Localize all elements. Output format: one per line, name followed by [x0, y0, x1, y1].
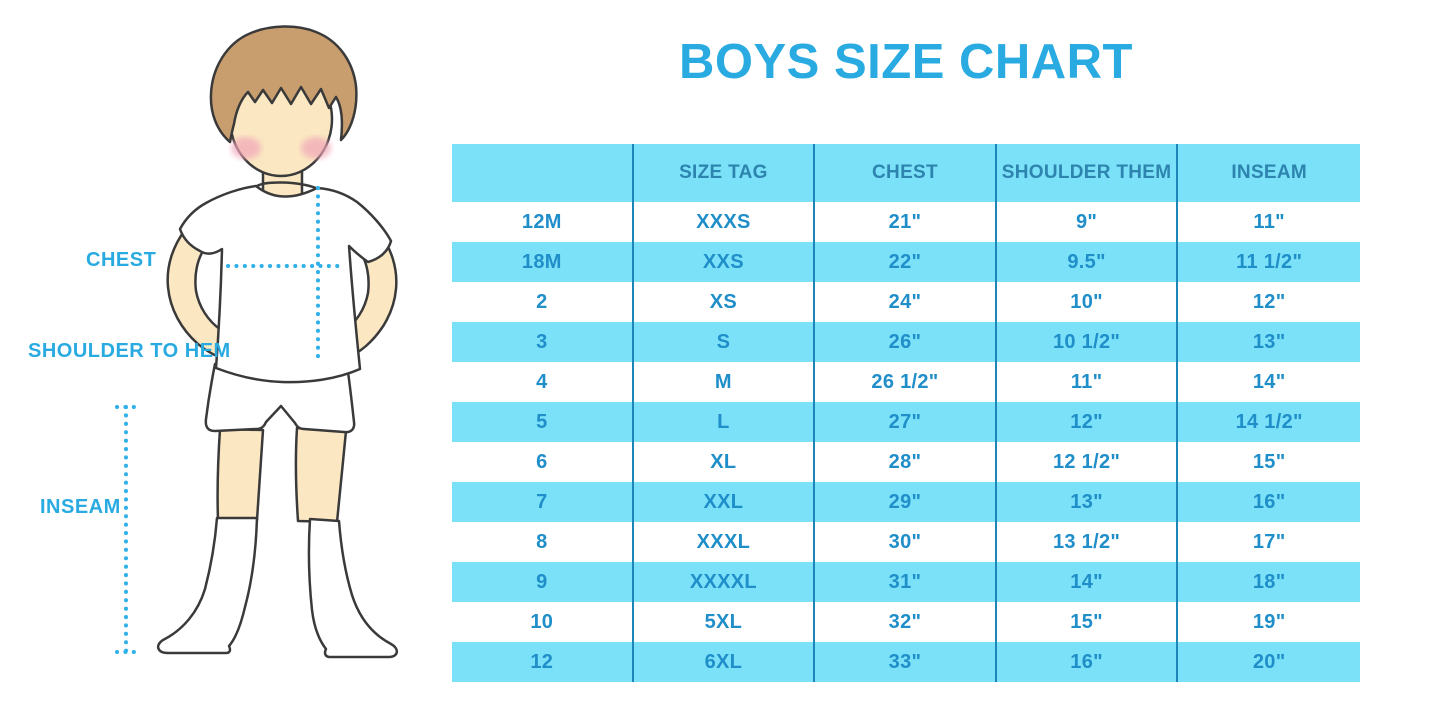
table-cell: 13 1/2" [996, 522, 1179, 562]
table-row: 8 XXXL 30" 13 1/2" 17" [452, 522, 1360, 562]
chest-label: CHEST [86, 249, 157, 271]
table-cell: 18" [1178, 562, 1360, 602]
table-row: 7 XXL 29" 13" 16" [452, 482, 1360, 522]
table-cell: 5XL [633, 602, 816, 642]
table-row: 3 S 26" 10 1/2" 13" [452, 322, 1360, 362]
table-cell: 19" [1178, 602, 1360, 642]
table-cell: S [633, 322, 816, 362]
table-cell: XXXXL [633, 562, 816, 602]
boy-left-thigh [216, 427, 265, 522]
table-row: 5 L 27" 12" 14 1/2" [452, 402, 1360, 442]
table-row: 10 5XL 32" 15" 19" [452, 602, 1360, 642]
table-cell: 14" [1178, 362, 1360, 402]
table-cell: 29" [815, 482, 997, 522]
table-cell: 10 1/2" [996, 322, 1179, 362]
table-cell: 16" [996, 642, 1179, 682]
header-cell: CHEST [815, 144, 997, 202]
table-cell: 28" [815, 442, 997, 482]
table-cell: XS [633, 282, 816, 322]
table-cell: 13" [1178, 322, 1360, 362]
table-cell: 12" [996, 402, 1179, 442]
table-row: 12M XXXS 21" 9" 11" [452, 202, 1360, 242]
table-cell: XXL [633, 482, 816, 522]
table-cell: 2 [452, 282, 634, 322]
table-cell: 8 [452, 522, 634, 562]
table-cell: 12 1/2" [996, 442, 1179, 482]
table-row: 18M XXS 22" 9.5" 11 1/2" [452, 242, 1360, 282]
table-cell: 33" [815, 642, 997, 682]
table-cell: 9.5" [996, 242, 1179, 282]
table-cell: 12" [1178, 282, 1360, 322]
table-header-row: SIZE TAG CHEST SHOULDER THEM INSEAM [452, 144, 1360, 202]
table-cell: 12 [452, 642, 634, 682]
table-cell: XL [633, 442, 816, 482]
table-cell: 11" [996, 362, 1179, 402]
header-cell [452, 144, 634, 202]
table-cell: 17" [1178, 522, 1360, 562]
table-cell: 26" [815, 322, 997, 362]
table-cell: 14" [996, 562, 1179, 602]
table-row: 4 M 26 1/2" 11" 14" [452, 362, 1360, 402]
table-cell: 5 [452, 402, 634, 442]
table-cell: 3 [452, 322, 634, 362]
boy-left-arm [166, 228, 223, 359]
table-cell: 31" [815, 562, 997, 602]
boy-collar [256, 181, 317, 190]
table-row: 2 XS 24" 10" 12" [452, 282, 1360, 322]
boy-right-cheek [301, 137, 331, 159]
table-cell: 7 [452, 482, 634, 522]
header-cell: SIZE TAG [633, 144, 816, 202]
table-cell: 6XL [633, 642, 816, 682]
table-cell: XXXL [633, 522, 816, 562]
table-cell: 14 1/2" [1178, 402, 1360, 442]
boy-right-sock [307, 517, 398, 659]
table-cell: 11 1/2" [1178, 242, 1360, 282]
boy-right-thigh [294, 426, 348, 524]
table-cell: 26 1/2" [815, 362, 997, 402]
table-cell: 27" [815, 402, 997, 442]
table-cell: L [633, 402, 816, 442]
header-cell: SHOULDER THEM [996, 144, 1179, 202]
table-cell: XXS [633, 242, 816, 282]
header-cell: INSEAM [1178, 144, 1360, 202]
table-cell: 4 [452, 362, 634, 402]
shoulder-to-hem-label: SHOULDER TO HEM [28, 340, 231, 362]
table-cell: 24" [815, 282, 997, 322]
table-cell: XXXS [633, 202, 816, 242]
boy-measurement-illustration [115, 25, 398, 659]
boy-left-sock [156, 516, 259, 655]
boy-shirt [178, 184, 393, 384]
table-cell: 21" [815, 202, 997, 242]
inseam-label: INSEAM [40, 496, 121, 518]
table-cell: 10 [452, 602, 634, 642]
table-cell: 11" [1178, 202, 1360, 242]
table-cell: 6 [452, 442, 634, 482]
table-cell: 9 [452, 562, 634, 602]
table-cell: 15" [996, 602, 1179, 642]
table-cell: 18M [452, 242, 634, 282]
table-cell: 20" [1178, 642, 1360, 682]
table-cell: 30" [815, 522, 997, 562]
table-row: 12 6XL 33" 16" 20" [452, 642, 1360, 682]
table-cell: 9" [996, 202, 1179, 242]
boy-left-cheek [231, 137, 261, 159]
table-cell: 32" [815, 602, 997, 642]
table-row: 6 XL 28" 12 1/2" 15" [452, 442, 1360, 482]
table-cell: 10" [996, 282, 1179, 322]
table-cell: 12M [452, 202, 634, 242]
table-cell: 22" [815, 242, 997, 282]
boy-hair [209, 25, 358, 144]
table-cell: 15" [1178, 442, 1360, 482]
table-cell: 16" [1178, 482, 1360, 522]
page-title: BOYS SIZE CHART [679, 35, 1133, 89]
table-cell: 13" [996, 482, 1179, 522]
table-row: 9 XXXXL 31" 14" 18" [452, 562, 1360, 602]
table-cell: M [633, 362, 816, 402]
size-table: SIZE TAG CHEST SHOULDER THEM INSEAM 12M XXXS… [452, 144, 1360, 682]
